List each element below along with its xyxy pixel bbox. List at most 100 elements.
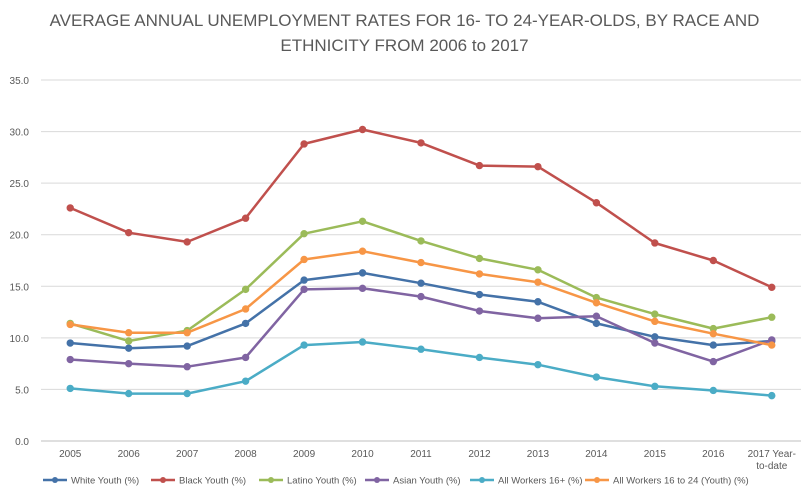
data-point [592, 319, 601, 328]
data-point [709, 357, 718, 366]
data-point [417, 292, 425, 301]
data-point [300, 341, 308, 349]
data-point [475, 307, 484, 315]
data-point [124, 228, 133, 237]
data-point [651, 339, 659, 347]
data-point [651, 382, 659, 391]
data-point [651, 310, 659, 318]
x-tick-label: 2013 [527, 449, 550, 460]
data-point [592, 299, 601, 307]
data-point [475, 270, 484, 278]
data-point [534, 162, 542, 171]
data-point [241, 319, 250, 328]
x-tick-label: 2008 [234, 449, 257, 460]
data-point [66, 204, 74, 212]
legend-label: All Workers 16+ (%) [498, 476, 583, 487]
data-point [709, 341, 718, 349]
data-point [417, 345, 425, 353]
data-point [592, 312, 601, 320]
data-point [241, 214, 250, 222]
series-group [66, 125, 776, 292]
legend-item: All Workers 16+ (%) [470, 476, 583, 487]
data-point [300, 255, 308, 264]
data-point [183, 342, 191, 350]
data-point [183, 238, 191, 246]
legend-swatch-marker [479, 477, 485, 483]
x-tick-label: 2017 Year-to-date [748, 449, 796, 472]
gridlines [41, 79, 801, 442]
data-point [124, 329, 133, 337]
data-point [66, 355, 74, 364]
chart-title-line-2: ETHNICITY FROM 2006 to 2017 [280, 36, 529, 55]
data-point [651, 317, 659, 326]
data-point [768, 391, 776, 400]
legend-swatch-marker [52, 477, 58, 483]
data-point [241, 377, 250, 385]
x-axis: 2005 2006 2007 2008 2009 2010 2011 2012 2013 2014… [59, 449, 796, 472]
x-tick-label: 2015 [644, 449, 667, 460]
data-point [124, 344, 133, 352]
series-group [66, 247, 776, 349]
data-point [124, 337, 133, 345]
data-point [300, 285, 308, 294]
data-point [592, 199, 601, 207]
chart-title-line-1: AVERAGE ANNUAL UNEMPLOYMENT RATES FOR 16… [49, 11, 760, 30]
legend-label: Latino Youth (%) [287, 476, 357, 487]
data-point [183, 389, 191, 398]
legend-swatch-marker [160, 477, 166, 483]
legend-swatch-marker [374, 477, 380, 483]
y-tick-label: 25.0 [10, 179, 30, 190]
series-group [66, 338, 776, 400]
data-point [417, 258, 425, 267]
series-group [66, 284, 776, 371]
data-point [592, 373, 601, 381]
y-tick-label: 5.0 [15, 385, 29, 396]
y-tick-label: 35.0 [10, 76, 30, 87]
x-tick-label: 2014 [585, 449, 608, 460]
legend-item: Black Youth (%) [151, 476, 246, 487]
data-point [183, 363, 191, 371]
data-point [709, 386, 718, 395]
y-tick-label: 20.0 [10, 231, 30, 242]
x-tick-label: 2005 [59, 449, 82, 460]
data-point [534, 314, 542, 322]
x-tick-label: 2012 [468, 449, 491, 460]
legend-swatch-marker [268, 477, 274, 483]
series-group [66, 269, 776, 352]
data-point [768, 283, 776, 292]
x-tick-label: 2009 [293, 449, 316, 460]
data-point [66, 320, 74, 329]
data-point [358, 284, 367, 293]
data-point [417, 139, 425, 147]
data-point [709, 330, 718, 338]
y-axis: 0.0 5.0 10.0 15.0 20.0 25.0 30.0 35.0 [10, 76, 30, 448]
y-tick-label: 10.0 [10, 334, 30, 345]
data-point [300, 140, 308, 148]
data-point [534, 360, 542, 369]
data-point [241, 285, 250, 294]
data-point [768, 313, 776, 321]
data-point [475, 161, 484, 170]
legend: White Youth (%) Black Youth (%) Latino You… [43, 476, 749, 487]
x-tick-label: 2010 [351, 449, 374, 460]
data-point [183, 329, 191, 337]
data-point [651, 333, 659, 341]
legend-label: All Workers 16 to 24 (Youth) (%) [613, 476, 749, 487]
legend-item: Latino Youth (%) [259, 476, 357, 487]
data-point [475, 254, 484, 263]
legend-item: Asian Youth (%) [365, 476, 461, 487]
legend-swatch-marker [594, 477, 600, 483]
legend-item: All Workers 16 to 24 (Youth) (%) [585, 476, 749, 487]
legend-label: Asian Youth (%) [393, 476, 461, 487]
legend-label: White Youth (%) [71, 476, 139, 487]
data-point [534, 298, 542, 306]
data-point [124, 389, 133, 398]
data-point [534, 278, 542, 286]
data-point [358, 125, 367, 134]
data-point [534, 266, 542, 274]
series-lines [66, 125, 776, 400]
data-point [358, 217, 367, 226]
data-point [300, 276, 308, 284]
data-point [358, 338, 367, 346]
data-point [300, 229, 308, 238]
